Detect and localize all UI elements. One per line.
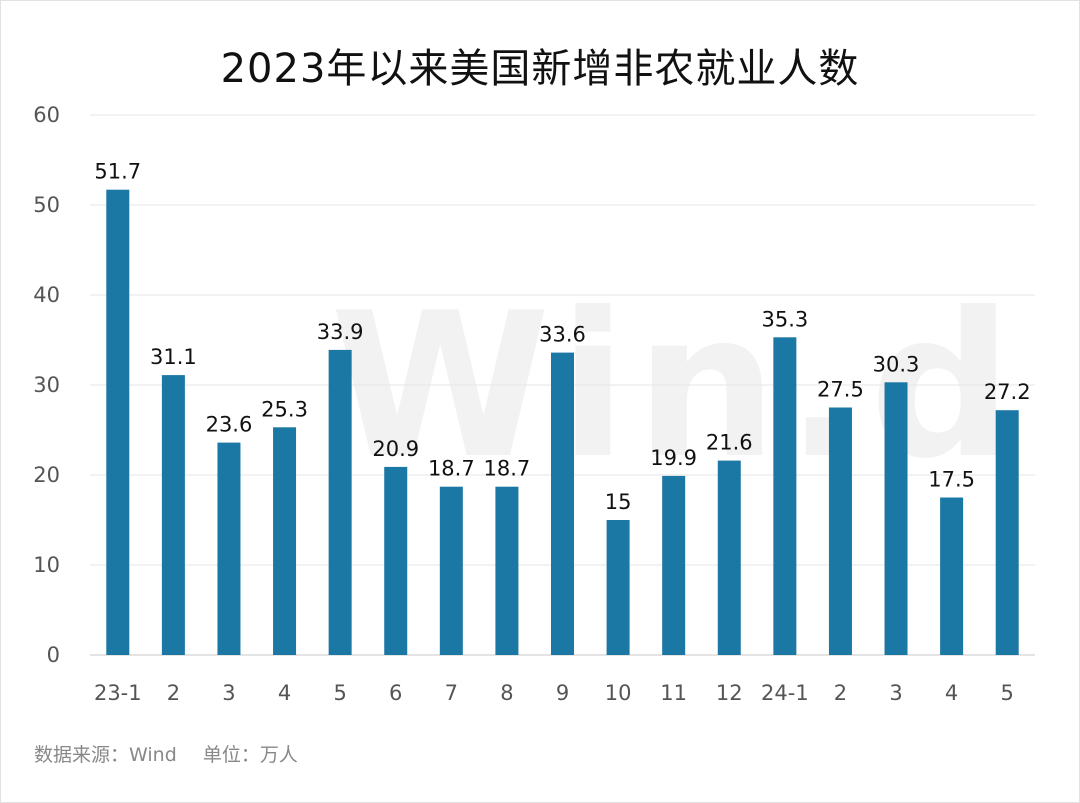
data-label: 27.2 xyxy=(984,380,1031,404)
footer: 数据来源：Wind 单位：万人 xyxy=(34,740,318,767)
x-tick-label: 10 xyxy=(605,681,632,705)
data-label: 33.6 xyxy=(539,323,586,347)
y-tick-label: 40 xyxy=(33,283,60,307)
bar xyxy=(662,475,686,655)
bar xyxy=(384,466,408,655)
data-label: 23.6 xyxy=(206,413,253,437)
data-label: 21.6 xyxy=(706,431,753,455)
x-tick-label: 8 xyxy=(500,681,513,705)
bar xyxy=(606,520,630,655)
x-tick-label: 24-1 xyxy=(761,681,809,705)
y-axis: 0 10 20 30 40 50 60 xyxy=(33,103,60,667)
x-tick-label: 4 xyxy=(945,681,958,705)
bar xyxy=(717,460,741,655)
data-label: 17.5 xyxy=(928,468,975,492)
bar xyxy=(884,382,908,655)
data-label: 20.9 xyxy=(372,437,419,461)
y-tick-label: 20 xyxy=(33,463,60,487)
bar xyxy=(495,486,519,655)
data-label: 19.9 xyxy=(650,446,697,470)
bar xyxy=(106,189,130,655)
bar xyxy=(995,410,1019,655)
data-label: 31.1 xyxy=(150,345,197,369)
x-tick-label: 3 xyxy=(889,681,902,705)
y-tick-label: 10 xyxy=(33,553,60,577)
x-tick-label: 4 xyxy=(278,681,291,705)
bar xyxy=(161,375,185,655)
y-tick-label: 0 xyxy=(47,643,60,667)
data-label: 33.9 xyxy=(317,320,364,344)
data-label: 18.7 xyxy=(484,457,531,481)
bars xyxy=(106,189,1019,655)
bar xyxy=(940,497,964,655)
x-tick-label: 5 xyxy=(333,681,346,705)
x-tick-label: 6 xyxy=(389,681,402,705)
x-tick-label: 2 xyxy=(167,681,180,705)
data-label: 18.7 xyxy=(428,457,475,481)
data-label: 15 xyxy=(605,490,632,514)
x-tick-label: 9 xyxy=(556,681,569,705)
bar xyxy=(273,427,297,655)
chart-title: 2023年以来美国新增非农就业人数 xyxy=(220,46,860,92)
bar xyxy=(551,352,574,655)
x-tick-label: 11 xyxy=(660,681,687,705)
data-label: 25.3 xyxy=(261,397,308,421)
y-tick-label: 30 xyxy=(33,373,60,397)
y-tick-label: 60 xyxy=(33,103,60,127)
x-tick-label: 7 xyxy=(445,681,458,705)
data-label: 51.7 xyxy=(94,160,141,184)
data-label: 30.3 xyxy=(873,352,920,376)
bar xyxy=(773,337,797,655)
source-note: 数据来源：Wind xyxy=(34,744,177,766)
data-label: 27.5 xyxy=(817,378,864,402)
bar xyxy=(217,442,241,655)
x-tick-label: 12 xyxy=(716,681,743,705)
unit-note: 单位：万人 xyxy=(202,744,298,766)
bar xyxy=(439,486,463,655)
x-tick-label: 3 xyxy=(222,681,235,705)
bar xyxy=(328,349,352,655)
value-labels: 51.7 31.1 23.6 25.3 33.9 20.9 18.7 18.7 33.6 15 19… xyxy=(94,160,1030,514)
x-tick-label: 23-1 xyxy=(94,681,142,705)
x-tick-label: 5 xyxy=(1001,681,1014,705)
x-axis: 23-1 2 3 4 5 6 7 8 9 10 11 12 24-1 2 3 4 5 xyxy=(94,681,1014,705)
bar xyxy=(828,407,852,655)
y-tick-label: 50 xyxy=(33,193,60,217)
x-tick-label: 2 xyxy=(834,681,847,705)
data-label: 35.3 xyxy=(761,307,808,331)
